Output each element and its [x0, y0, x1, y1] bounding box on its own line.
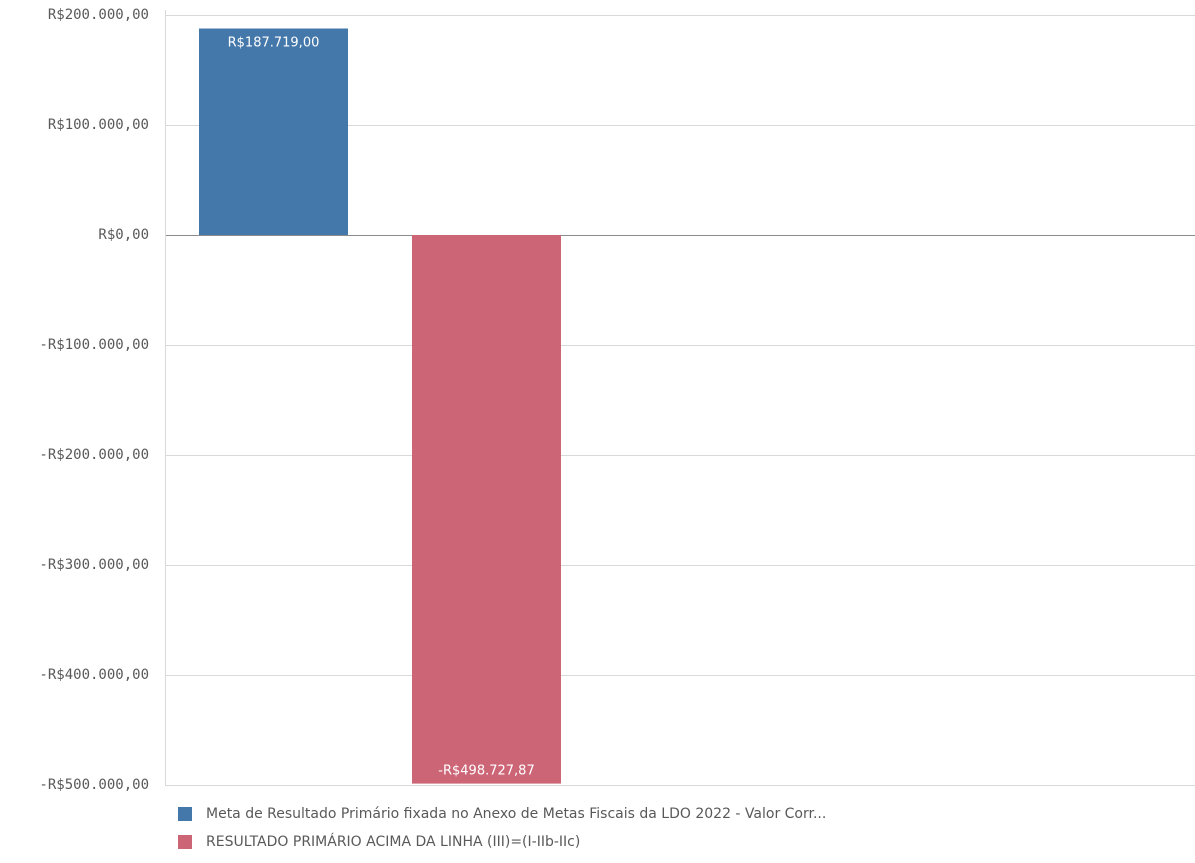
y-tick-label: -R$400.000,00 — [39, 667, 149, 683]
legend-swatch-resultado — [178, 835, 192, 849]
y-tick-label: R$0,00 — [98, 227, 149, 243]
bar-value-label: R$187.719,00 — [228, 36, 320, 51]
legend-item-meta[interactable]: Meta de Resultado Primário fixada no Ane… — [178, 800, 826, 828]
bar-value-label: -R$498.727,87 — [438, 764, 534, 779]
y-tick-label: R$200.000,00 — [48, 7, 149, 23]
legend: Meta de Resultado Primário fixada no Ane… — [178, 800, 826, 856]
legend-label-meta: Meta de Resultado Primário fixada no Ane… — [206, 806, 827, 822]
bar-resultado[interactable] — [412, 235, 561, 784]
y-tick-label: -R$100.000,00 — [39, 337, 149, 353]
y-tick-label: R$100.000,00 — [48, 117, 149, 133]
y-tick-label: -R$500.000,00 — [39, 777, 149, 793]
y-tick-label: -R$200.000,00 — [39, 447, 149, 463]
legend-item-resultado[interactable]: RESULTADO PRIMÁRIO ACIMA DA LINHA (III)=… — [178, 828, 826, 856]
y-tick-label: -R$300.000,00 — [39, 557, 149, 573]
legend-swatch-meta — [178, 807, 192, 821]
legend-label-resultado: RESULTADO PRIMÁRIO ACIMA DA LINHA (III)=… — [206, 834, 581, 850]
bar-meta[interactable] — [199, 28, 348, 236]
